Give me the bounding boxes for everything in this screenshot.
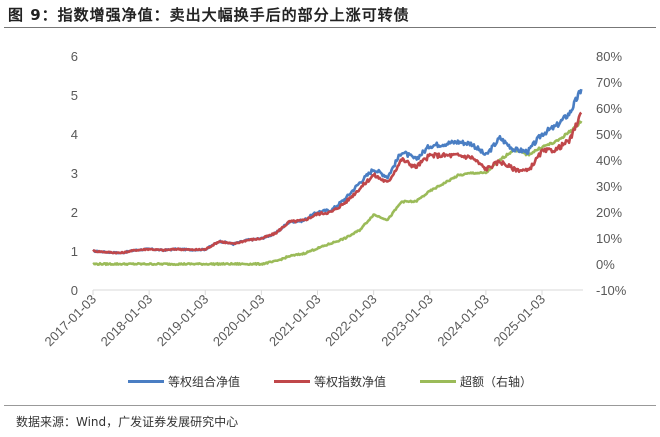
right-y-tick: 60%: [596, 101, 622, 116]
excess-return-line: [92, 120, 583, 267]
x-tick-label: 2022-01-03: [322, 292, 380, 350]
right-y-tick: 20%: [596, 205, 622, 220]
footer-divider: [4, 405, 656, 406]
title-divider: [4, 27, 656, 28]
chart-legend: 等权组合净值 等权指数净值 超额（右轴）: [0, 373, 660, 390]
portfolio-nav-line: [92, 88, 583, 255]
left-y-tick: 1: [71, 244, 78, 259]
x-tick-label: 2019-01-03: [154, 292, 212, 350]
legend-label: 超额（右轴）: [460, 375, 533, 389]
right-y-tick: 80%: [596, 49, 622, 64]
left-y-tick: 0: [71, 283, 78, 298]
x-tick-label: 2023-01-03: [378, 292, 436, 350]
left-y-tick: 3: [71, 166, 78, 181]
legend-swatch-green: [420, 380, 456, 383]
line-chart: 0 1 2 3 4 5 6 -10% 0% 10% 20% 30% 40% 50% 60% 70% 80% 201…: [41, 49, 627, 350]
right-y-tick: 40%: [596, 153, 622, 168]
x-tick-label: 2021-01-03: [266, 292, 324, 350]
legend-item-index: 等权指数净值: [273, 373, 386, 390]
left-y-tick: 6: [71, 49, 78, 64]
legend-label: 等权组合净值: [167, 375, 240, 389]
x-tick-label: 2017-01-03: [41, 292, 99, 350]
right-y-tick: 30%: [596, 179, 622, 194]
index-nav-line: [92, 111, 583, 255]
left-y-tick: 4: [71, 127, 78, 142]
chart-title: 图 9：指数增强净值：卖出大幅换手后的部分上涨可转债: [8, 6, 410, 24]
right-y-tick: 50%: [596, 127, 622, 142]
legend-item-excess: 超额（右轴）: [420, 373, 532, 390]
right-y-tick: 0%: [596, 257, 615, 272]
x-tick-label: 2020-01-03: [210, 292, 268, 350]
x-tick-label: 2025-01-03: [491, 292, 549, 350]
legend-swatch-red: [273, 380, 310, 383]
left-y-tick: 5: [71, 88, 78, 103]
right-y-tick: 70%: [596, 75, 622, 90]
right-y-tick: -10%: [596, 283, 627, 298]
legend-swatch-blue: [127, 380, 164, 383]
right-y-tick: 10%: [596, 231, 622, 246]
x-tick-label: 2024-01-03: [434, 292, 492, 350]
legend-item-portfolio: 等权组合净值: [127, 373, 240, 390]
data-source: 数据来源：Wind，广发证券发展研究中心: [16, 415, 239, 429]
legend-label: 等权指数净值: [313, 375, 386, 389]
left-y-tick: 2: [71, 205, 78, 220]
x-tick-label: 2018-01-03: [98, 292, 156, 350]
